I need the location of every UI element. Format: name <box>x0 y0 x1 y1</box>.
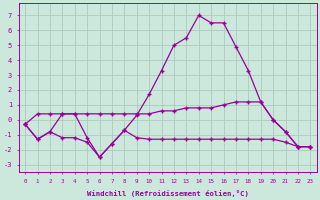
X-axis label: Windchill (Refroidissement éolien,°C): Windchill (Refroidissement éolien,°C) <box>87 190 249 197</box>
